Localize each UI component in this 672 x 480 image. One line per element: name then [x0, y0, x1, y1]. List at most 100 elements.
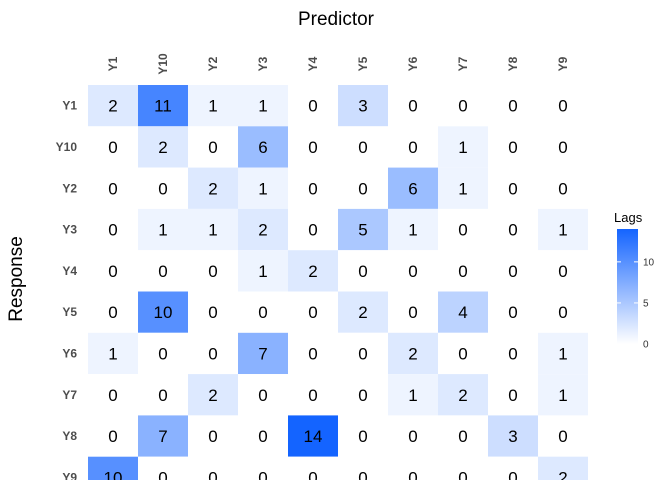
cell-value-label: 1: [258, 262, 267, 281]
cell-value-label: 0: [208, 468, 217, 480]
cell-value-label: 2: [108, 97, 117, 116]
cell-value-label: 0: [458, 468, 467, 480]
cell-value-label: 0: [458, 427, 467, 446]
y-tick-label: Y3: [62, 223, 77, 237]
x-tick-label: Y4: [306, 56, 320, 71]
cell-value-label: 0: [458, 344, 467, 363]
cell-value-label: 0: [408, 97, 417, 116]
cell-value-label: 1: [408, 386, 417, 405]
cell-value-label: 7: [158, 427, 167, 446]
cell-value-label: 0: [508, 97, 517, 116]
cell-value-label: 0: [308, 303, 317, 322]
y-tick-label: Y4: [62, 264, 77, 278]
cell-value-label: 3: [358, 97, 367, 116]
x-tick-label: Y1: [106, 56, 120, 71]
legend-tick-label: 0: [643, 340, 649, 351]
cell-value-label: 0: [108, 138, 117, 157]
cell-value-label: 5: [358, 221, 367, 240]
cell-value-label: 1: [558, 344, 567, 363]
cell-value-label: 0: [508, 221, 517, 240]
cell-value-label: 0: [258, 386, 267, 405]
cell-value-label: 1: [558, 221, 567, 240]
cell-value-label: 2: [208, 386, 217, 405]
legend-title: Lags: [614, 210, 643, 225]
cell-value-label: 2: [408, 344, 417, 363]
cell-value-label: 1: [408, 221, 417, 240]
x-tick-label: Y9: [556, 56, 570, 71]
cell-value-label: 0: [508, 344, 517, 363]
cell-value-label: 0: [158, 344, 167, 363]
cell-value-label: 0: [358, 427, 367, 446]
cell-value-label: 0: [208, 303, 217, 322]
cell-value-label: 0: [108, 221, 117, 240]
y-tick-label: Y9: [62, 470, 77, 480]
cell-value-label: 0: [108, 427, 117, 446]
cell-value-label: 1: [258, 97, 267, 116]
cell-value-label: 0: [158, 262, 167, 281]
cell-value-label: 0: [408, 262, 417, 281]
cell-value-label: 6: [408, 179, 417, 198]
x-tick-label: Y6: [406, 56, 420, 71]
cell-value-label: 1: [258, 179, 267, 198]
cell-value-label: 0: [208, 138, 217, 157]
y-tick-label: Y10: [56, 140, 78, 154]
cell-value-label: 0: [108, 303, 117, 322]
x-axis-ticks: Y1 Y10 Y2 Y3 Y4 Y5 Y6 Y7 Y8 Y9: [106, 53, 570, 75]
y-tick-label: Y6: [62, 346, 77, 360]
y-axis-title: Response: [6, 236, 27, 322]
cell-value-label: 0: [308, 179, 317, 198]
cell-value-label: 0: [158, 386, 167, 405]
y-tick-label: Y2: [62, 181, 77, 195]
x-axis-title: Predictor: [298, 9, 375, 30]
cell-value-label: 3: [508, 427, 517, 446]
cell-value-label: 0: [308, 97, 317, 116]
cell-value-label: 0: [308, 344, 317, 363]
cell-value-label: 0: [308, 386, 317, 405]
cell-value-label: 0: [408, 427, 417, 446]
cell-value-label: 1: [108, 344, 117, 363]
cell-value-label: 0: [358, 262, 367, 281]
cell-value-label: 1: [458, 179, 467, 198]
cell-value-label: 2: [158, 138, 167, 157]
y-axis-ticks: Y1Y10Y2Y3Y4Y5Y6Y7Y8Y9: [56, 99, 78, 480]
cell-value-label: 0: [308, 221, 317, 240]
cell-value-label: 0: [408, 468, 417, 480]
cell-value-label: 0: [558, 97, 567, 116]
cell-value-label: 0: [158, 179, 167, 198]
cell-value-label: 0: [508, 262, 517, 281]
cell-value-label: 1: [208, 221, 217, 240]
cell-value-label: 0: [208, 262, 217, 281]
legend-tick-label: 5: [643, 298, 649, 309]
cell-value-label: 0: [508, 303, 517, 322]
cell-value-label: 1: [558, 386, 567, 405]
cell-value-label: 1: [458, 138, 467, 157]
color-legend: Lags 0 5 10: [614, 210, 655, 351]
y-tick-label: Y1: [62, 99, 77, 113]
cell-value-label: 2: [258, 221, 267, 240]
cell-value-label: 2: [458, 386, 467, 405]
cell-value-label: 0: [508, 386, 517, 405]
cell-value-label: 0: [458, 97, 467, 116]
x-tick-label: Y8: [506, 56, 520, 71]
cell-value-label: 0: [158, 468, 167, 480]
cell-value-label: 0: [308, 468, 317, 480]
cell-value-label: 0: [458, 262, 467, 281]
cell-value-label: 14: [304, 427, 323, 446]
cell-value-label: 1: [158, 221, 167, 240]
cell-value-label: 11: [154, 97, 172, 116]
cell-value-label: 10: [154, 303, 173, 322]
cell-value-label: 0: [458, 221, 467, 240]
cell-value-label: 4: [458, 303, 467, 322]
cell-value-label: 0: [408, 303, 417, 322]
cell-value-label: 0: [508, 179, 517, 198]
x-tick-label: Y5: [356, 56, 370, 71]
cell-value-label: 0: [308, 138, 317, 157]
cell-value-label: 0: [208, 427, 217, 446]
cell-value-label: 0: [358, 179, 367, 198]
cell-value-label: 10: [104, 468, 123, 480]
y-tick-label: Y7: [62, 388, 77, 402]
cell-value-label: 2: [558, 468, 567, 480]
cell-value-label: 0: [108, 262, 117, 281]
cell-value-label: 6: [258, 138, 267, 157]
cell-value-label: 0: [408, 138, 417, 157]
